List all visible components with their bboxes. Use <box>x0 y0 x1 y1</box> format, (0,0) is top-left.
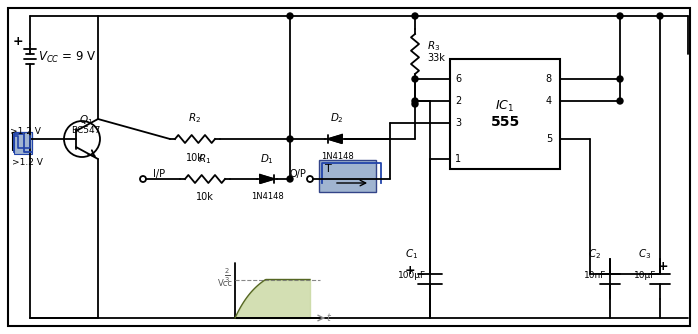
Text: $IC_1$: $IC_1$ <box>496 99 514 114</box>
Text: $V_{CC}$ = 9 V: $V_{CC}$ = 9 V <box>38 49 96 64</box>
Text: 1: 1 <box>455 154 461 164</box>
Text: >1.2 V: >1.2 V <box>12 158 43 167</box>
Circle shape <box>412 76 418 82</box>
Text: 4: 4 <box>546 96 552 106</box>
Text: +: + <box>13 34 23 47</box>
Text: 3: 3 <box>455 118 461 128</box>
Text: $C_2$: $C_2$ <box>588 247 602 261</box>
Text: 6: 6 <box>455 74 461 84</box>
Text: 10µF: 10µF <box>634 271 656 280</box>
Text: 1N4148: 1N4148 <box>251 192 283 201</box>
FancyBboxPatch shape <box>12 132 32 150</box>
Text: 33k: 33k <box>427 53 445 63</box>
Circle shape <box>287 136 293 142</box>
Text: 10k: 10k <box>196 192 214 202</box>
Text: $D_2$: $D_2$ <box>330 111 344 125</box>
FancyBboxPatch shape <box>319 160 376 192</box>
Circle shape <box>617 13 623 19</box>
Text: 8: 8 <box>546 74 552 84</box>
Polygon shape <box>328 135 342 143</box>
Text: I/P: I/P <box>153 169 165 179</box>
Text: >1.2 V: >1.2 V <box>10 127 41 136</box>
Text: 555: 555 <box>491 115 519 129</box>
Text: BC547: BC547 <box>71 126 101 135</box>
Text: O/P: O/P <box>289 169 306 179</box>
Text: 1N4148: 1N4148 <box>320 152 353 161</box>
Circle shape <box>412 101 418 107</box>
Text: $C_3$: $C_3$ <box>639 247 652 261</box>
FancyBboxPatch shape <box>450 59 560 169</box>
Circle shape <box>657 13 663 19</box>
Polygon shape <box>260 175 274 183</box>
Circle shape <box>617 98 623 104</box>
Text: 5: 5 <box>546 134 552 144</box>
Circle shape <box>287 13 293 19</box>
Text: 100µF: 100µF <box>398 271 426 280</box>
Text: Vcc: Vcc <box>218 279 233 288</box>
Text: +: + <box>405 265 415 278</box>
Text: 10k: 10k <box>186 153 204 163</box>
Text: t: t <box>326 313 330 323</box>
Circle shape <box>287 176 293 182</box>
Text: T: T <box>325 164 332 174</box>
Text: 2: 2 <box>455 96 461 106</box>
Text: $D_1$: $D_1$ <box>260 152 274 166</box>
Circle shape <box>412 13 418 19</box>
Text: +: + <box>658 261 668 274</box>
Text: $R_2$: $R_2$ <box>188 111 202 125</box>
Text: 10nF: 10nF <box>584 271 606 280</box>
Bar <box>14 132 32 154</box>
Text: $\frac{2}{3}$: $\frac{2}{3}$ <box>223 267 230 285</box>
Text: $R_3$: $R_3$ <box>427 39 440 53</box>
Text: $R_1$: $R_1$ <box>198 152 211 166</box>
Text: $C_1$: $C_1$ <box>406 247 419 261</box>
Text: $Q_1$: $Q_1$ <box>79 113 93 127</box>
Circle shape <box>617 76 623 82</box>
Circle shape <box>412 98 418 104</box>
